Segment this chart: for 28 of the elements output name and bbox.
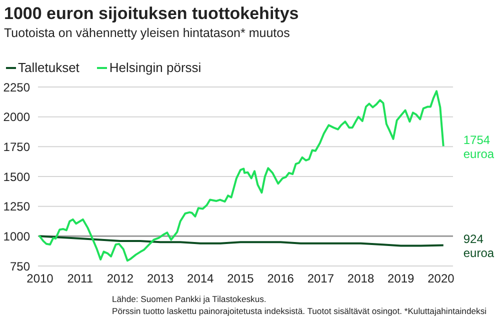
x-tick-label: 2017 bbox=[307, 272, 334, 286]
x-tick-label: 2010 bbox=[26, 272, 54, 286]
line-series bbox=[38, 235, 444, 247]
line-series bbox=[38, 90, 444, 262]
text: Pörssin tuotto laskettu painorajoitetusta indeksistä. Tuotot sisältävät osingot. *Kuluttajahintaindeksi bbox=[112, 306, 487, 316]
x-tick-label: 2012 bbox=[106, 272, 134, 286]
x-tick-label: 2014 bbox=[187, 272, 214, 286]
x-tick-label: 2015 bbox=[227, 272, 254, 286]
y-tick-label: 1000 bbox=[3, 229, 30, 244]
text: Lähde: Suomen Pankki ja Tilastokeskus. bbox=[112, 294, 266, 304]
y-tick-label: 2000 bbox=[3, 110, 30, 124]
y-tick-label: 2250 bbox=[3, 80, 30, 94]
legend-label: Talletukset bbox=[18, 60, 80, 75]
annotation: 924 euroa bbox=[463, 232, 494, 260]
y-tick-label: 1250 bbox=[3, 200, 30, 214]
legend-label: Helsingin pörssi bbox=[109, 60, 202, 75]
y-tick-label: 1500 bbox=[3, 170, 30, 184]
x-tick-label: 2019 bbox=[388, 272, 415, 286]
chart-subtitle: Tuotoista on vähennetty yleisen hintatason* muutos bbox=[4, 26, 290, 40]
y-tick-label: 1750 bbox=[3, 140, 30, 154]
x-tick-label: 2013 bbox=[146, 272, 174, 286]
annotation: 1754 euroa bbox=[463, 133, 494, 162]
x-tick-label: 2011 bbox=[67, 272, 94, 286]
chart-title: 1000 euron sijoituksen tuottokehitys bbox=[4, 4, 299, 24]
x-tick-label: 2016 bbox=[267, 272, 294, 286]
y-tick-label: 750 bbox=[10, 259, 30, 274]
x-tick-label: 2018 bbox=[347, 272, 374, 286]
x-tick-label: 2020 bbox=[428, 272, 455, 286]
